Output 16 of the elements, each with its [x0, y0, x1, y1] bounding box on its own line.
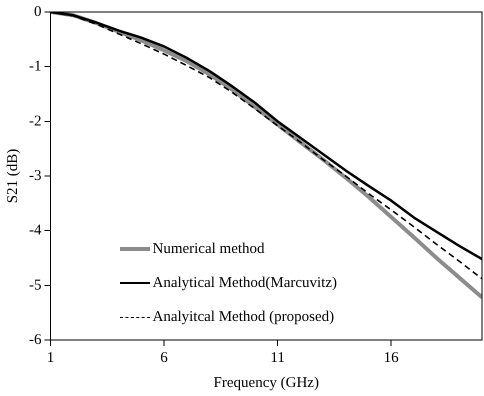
- y-tick-label: -2: [28, 113, 42, 130]
- legend-label: Numerical method: [152, 240, 265, 258]
- y-tick-label: -1: [28, 58, 42, 75]
- x-axis-title: Frequency (GHz): [214, 374, 319, 391]
- x-tick-label: 11: [270, 350, 285, 366]
- y-tick-label: -3: [28, 168, 42, 184]
- y-tick-label: -4: [28, 222, 42, 239]
- x-tick-label: 6: [160, 350, 168, 366]
- y-tick-label: 0: [34, 4, 42, 20]
- x-tick-label: 1: [46, 350, 54, 366]
- y-tick-label: -6: [28, 332, 42, 348]
- y-tick-label: -5: [28, 277, 42, 294]
- x-tick-label: 16: [384, 350, 400, 366]
- y-axis-title: S21 (dB): [4, 148, 21, 204]
- legend-label: Analyitcal Method (proposed): [152, 308, 334, 326]
- legend-label: Analytical Method(Marcuvitz): [152, 274, 338, 292]
